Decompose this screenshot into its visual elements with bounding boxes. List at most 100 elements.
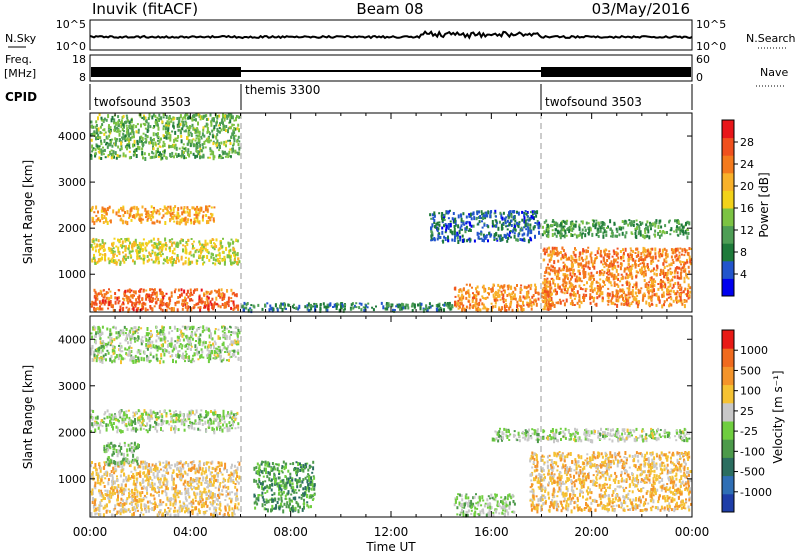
heatmap-cell — [210, 491, 212, 493]
heatmap-cell — [163, 482, 165, 484]
heatmap-cell — [184, 245, 186, 247]
heatmap-cell — [615, 277, 617, 279]
heatmap-cell — [224, 127, 226, 129]
heatmap-cell — [234, 505, 236, 509]
heatmap-cell — [608, 279, 610, 283]
heatmap-cell — [120, 244, 122, 247]
heatmap-cell — [119, 252, 121, 255]
heatmap-cell — [170, 145, 172, 148]
heatmap-cell — [184, 148, 186, 150]
heatmap-cell — [645, 285, 647, 288]
heatmap-cell — [120, 219, 122, 221]
heatmap-cell — [108, 154, 110, 156]
heatmap-cell — [664, 248, 666, 251]
heatmap-cell — [187, 305, 189, 309]
heatmap-cell — [507, 237, 509, 240]
heatmap-cell — [635, 232, 637, 235]
heatmap-cell — [184, 302, 186, 304]
heatmap-cell — [500, 309, 502, 312]
heatmap-cell — [150, 211, 152, 213]
heatmap-cell — [140, 308, 142, 311]
heatmap-cell — [224, 513, 226, 516]
heatmap-cell — [153, 147, 155, 150]
heatmap-cell — [229, 119, 231, 123]
heatmap-cell — [94, 484, 96, 487]
heatmap-cell — [230, 289, 232, 292]
heatmap-cell — [218, 125, 220, 127]
date-title: 03/May/2016 — [592, 0, 690, 18]
heatmap-cell — [109, 510, 111, 513]
heatmap-cell — [237, 127, 239, 130]
heatmap-cell — [131, 219, 133, 222]
heatmap-cell — [214, 290, 216, 292]
heatmap-cell — [114, 296, 116, 299]
heatmap-cell — [481, 238, 483, 240]
heatmap-cell — [224, 305, 226, 309]
heatmap-cell — [663, 259, 665, 263]
heatmap-cell — [169, 153, 171, 157]
heatmap-cell — [461, 294, 463, 298]
heatmap-cell — [191, 243, 193, 245]
heatmap-cell — [350, 309, 352, 311]
heatmap-cell — [251, 309, 253, 311]
heatmap-cell — [171, 238, 173, 240]
heatmap-cell — [162, 474, 164, 477]
heatmap-cell — [667, 253, 669, 256]
heatmap-cell — [122, 240, 124, 244]
colorbar-swatch — [722, 278, 734, 296]
heatmap-cell — [622, 226, 624, 229]
heatmap-cell — [552, 265, 554, 268]
heatmap-cell — [231, 132, 233, 136]
heatmap-cell — [142, 156, 144, 159]
heatmap-cell — [211, 207, 213, 209]
heatmap-cell — [667, 277, 669, 280]
heatmap-cell — [222, 113, 224, 117]
heatmap-cell — [237, 307, 239, 311]
heatmap-cell — [613, 251, 615, 255]
heatmap-cell — [110, 141, 112, 143]
heatmap-cell — [197, 302, 199, 305]
heatmap-cell — [463, 287, 465, 291]
heatmap-cell — [460, 215, 462, 218]
heatmap-cell — [157, 247, 159, 250]
heatmap-cell — [245, 307, 247, 310]
heatmap-cell — [104, 259, 106, 261]
colorbar-tick-label: 20 — [740, 180, 754, 193]
heatmap-cell — [669, 279, 671, 282]
heatmap-cell — [203, 135, 205, 138]
heatmap-cell — [230, 307, 232, 310]
heatmap-cell — [262, 308, 264, 311]
heatmap-cell — [93, 130, 95, 133]
heatmap-cell — [608, 250, 610, 252]
heatmap-cell — [320, 303, 322, 306]
heatmap-cell — [565, 231, 567, 234]
heatmap-cell — [509, 303, 511, 306]
heatmap-cell — [654, 280, 656, 283]
heatmap-cell — [113, 247, 115, 249]
heatmap-cell — [591, 283, 593, 285]
heatmap-cell — [180, 460, 182, 462]
heatmap-cell — [212, 253, 214, 256]
heatmap-cell — [672, 276, 674, 278]
heatmap-cell — [639, 221, 641, 223]
heatmap-cell — [162, 253, 164, 255]
heatmap-cell — [121, 210, 123, 212]
heatmap-cell — [628, 282, 630, 285]
heatmap-cell — [547, 224, 549, 228]
heatmap-cell — [529, 230, 531, 233]
heatmap-cell — [206, 291, 208, 293]
heatmap-cell — [150, 137, 152, 141]
heatmap-cell — [555, 222, 557, 226]
heatmap-cell — [670, 271, 672, 275]
heatmap-cell — [470, 238, 472, 241]
heatmap-cell — [600, 292, 602, 295]
heatmap-cell — [605, 234, 607, 237]
heatmap-cell — [238, 502, 240, 505]
heatmap-cell — [577, 235, 579, 238]
heatmap-cell — [542, 226, 544, 229]
heatmap-cell — [208, 466, 210, 469]
heatmap-cell — [160, 289, 162, 292]
heatmap-cell — [228, 477, 230, 479]
heatmap-cell — [304, 305, 306, 308]
heatmap-cell — [514, 287, 516, 289]
